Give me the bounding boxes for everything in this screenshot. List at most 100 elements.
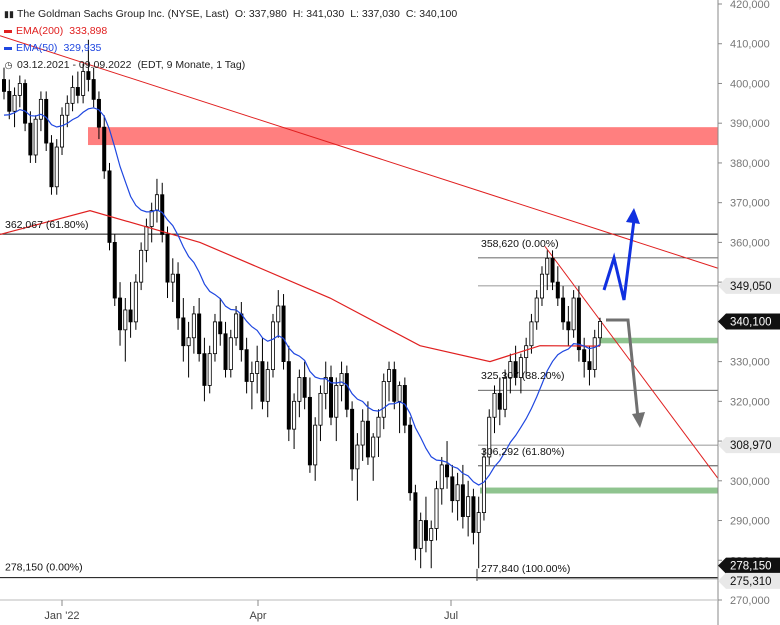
candle-body — [439, 464, 444, 490]
zone-support — [600, 337, 718, 344]
legend-ema50-row: EMA(50) 329,935 — [4, 40, 457, 57]
candle-body — [239, 313, 244, 351]
price-tag-label: 308,970 — [730, 440, 772, 452]
candle-body — [413, 492, 418, 549]
y-tick-label: 290,000 — [730, 516, 770, 528]
candle-body — [471, 496, 476, 533]
y-tick-label: 390,000 — [730, 118, 770, 130]
candle-body — [139, 249, 144, 283]
candle-body — [534, 297, 539, 323]
candle-body — [12, 94, 17, 112]
candle-body — [197, 313, 202, 355]
candle-body — [234, 313, 239, 339]
candle-body — [460, 484, 465, 517]
trendline — [0, 35, 719, 269]
candle-body — [524, 345, 529, 359]
candle-body — [566, 321, 571, 331]
candle-body — [144, 226, 149, 251]
blue-arrowhead — [626, 208, 640, 224]
fib-label: 362,067 (61.80%) — [5, 219, 88, 231]
x-tick-label: Jan '22 — [44, 610, 79, 622]
y-tick-label: 270,000 — [730, 595, 770, 607]
ohlc-open: O: 337,980 — [234, 8, 287, 20]
fib-label: 277,840 (100.00%) — [481, 563, 570, 575]
candle-body — [297, 377, 302, 402]
candle-body — [397, 385, 402, 402]
price-tag-label: 349,050 — [730, 281, 772, 293]
candle-body — [202, 353, 207, 386]
price-tag-label: 340,100 — [730, 316, 772, 328]
y-tick-label: 320,000 — [730, 396, 770, 408]
candle-body — [133, 281, 138, 323]
candle-body — [487, 416, 492, 458]
candle-body — [102, 126, 107, 172]
chart-title: The Goldman Sachs Group Inc. (NYSE, Last… — [17, 8, 229, 20]
ohlc-close: C: 340,100 — [405, 8, 458, 20]
candle-body — [334, 385, 339, 418]
zone-support — [480, 487, 718, 494]
candle-body — [23, 83, 28, 124]
candle-body — [281, 305, 286, 362]
candle-body — [286, 361, 291, 430]
candle-body — [323, 377, 328, 394]
candle-body — [550, 257, 555, 283]
candle-body — [307, 396, 312, 466]
candle-body — [387, 369, 392, 382]
candle-body — [176, 273, 181, 319]
candle-body — [7, 91, 12, 112]
candle-body — [561, 297, 566, 323]
candle-body — [107, 170, 112, 243]
candle-body — [228, 337, 233, 370]
candle-body — [207, 353, 212, 386]
candle-body — [365, 420, 370, 458]
candle-body — [118, 297, 123, 331]
candle-body — [513, 361, 518, 378]
candle-body — [2, 79, 7, 92]
candle-body — [571, 297, 576, 331]
candle-body — [218, 321, 223, 335]
candle-body — [270, 321, 275, 370]
candle-body — [149, 210, 154, 227]
price-tag — [718, 572, 780, 589]
blue-projection-arrow — [602, 219, 636, 301]
candle-body — [165, 234, 170, 283]
candle-body — [429, 528, 434, 541]
candle-body — [212, 321, 217, 355]
candle-body — [96, 98, 101, 128]
candle-body — [60, 114, 65, 148]
ema50-label: EMA(50) — [16, 42, 58, 54]
candle-body — [529, 321, 534, 347]
candle-body — [170, 273, 175, 283]
candle-body — [154, 194, 159, 212]
zones — [88, 127, 718, 494]
chart-legend: ▮▮ The Goldman Sachs Group Inc. (NYSE, L… — [4, 6, 457, 74]
candle-body — [582, 349, 587, 362]
y-tick-label: 400,000 — [730, 78, 770, 90]
candle-body — [128, 309, 133, 323]
candle-body — [49, 142, 54, 188]
candle-body — [371, 436, 376, 458]
fib-label: 278,150 (0.00%) — [5, 562, 83, 574]
zone-resistance — [88, 127, 718, 146]
y-tick-label: 420,000 — [730, 0, 770, 11]
price-tag-label: 275,310 — [730, 576, 772, 588]
projection-arrows — [602, 208, 645, 428]
candle-body — [70, 87, 75, 104]
candle-body — [598, 321, 603, 339]
candle-body — [539, 273, 544, 299]
y-tick-label: 380,000 — [730, 158, 770, 170]
price-tag — [718, 437, 780, 454]
candle-body — [17, 83, 22, 96]
fib-label: 358,620 (0.00%) — [481, 238, 559, 250]
candle-body — [481, 456, 486, 513]
candle-body — [86, 71, 91, 80]
candle-body — [555, 281, 560, 299]
candle-body — [344, 373, 349, 410]
chart-type-icon: ▮▮ — [4, 9, 14, 19]
candle-body — [497, 392, 502, 410]
price-tag-label: 278,150 — [730, 561, 772, 573]
candle-body — [434, 488, 439, 529]
candle-body — [292, 400, 297, 430]
candle-body — [191, 313, 196, 339]
ema50-value: 329,935 — [63, 42, 102, 54]
